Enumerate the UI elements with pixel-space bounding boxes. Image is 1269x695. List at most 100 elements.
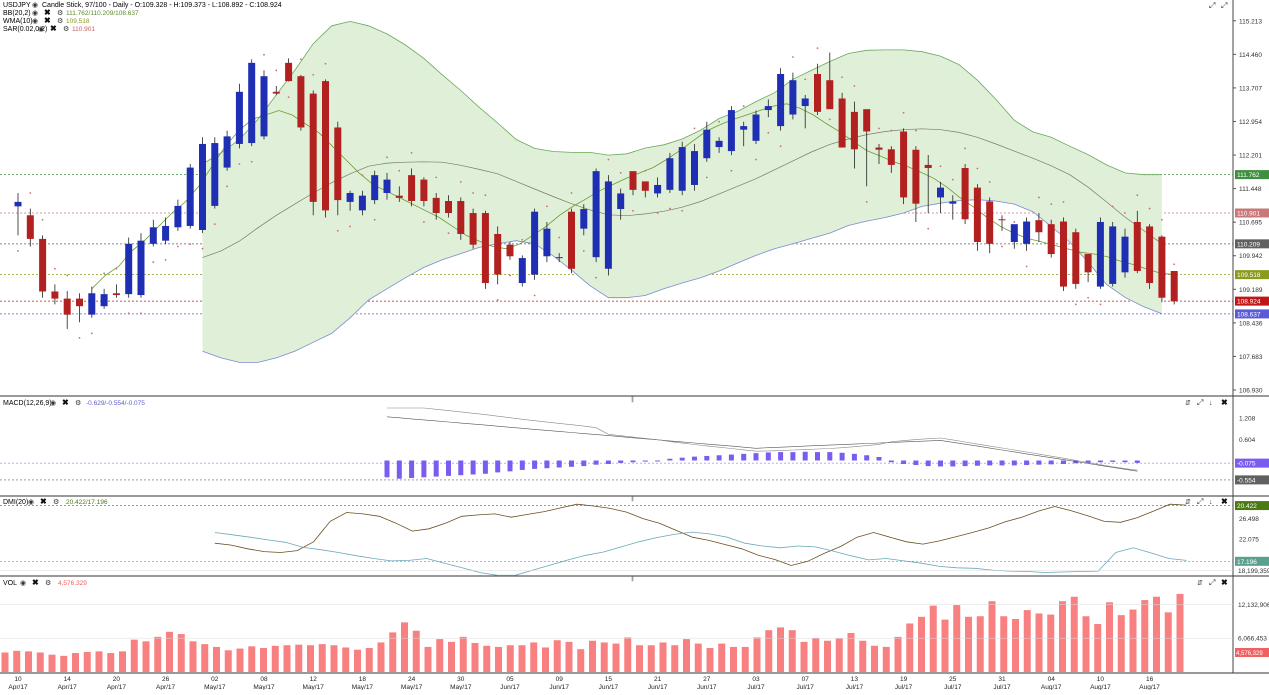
sar-dot — [423, 221, 425, 223]
move-icon[interactable]: ⇵ — [1197, 580, 1203, 587]
macd-hist-bar — [778, 452, 784, 461]
dmi-level-badge — [1235, 501, 1269, 511]
sar-dot — [398, 169, 401, 172]
volume-bar — [471, 643, 479, 672]
gear-icon[interactable]: ⚙ — [75, 399, 81, 407]
candle-body — [322, 81, 329, 211]
resize-handle-icon[interactable]: ∥ — [631, 495, 634, 502]
candle-body — [887, 149, 895, 165]
macd-hist-bar — [507, 460, 513, 472]
sar-dot — [644, 169, 647, 172]
eye-icon[interactable]: ◉ — [32, 2, 38, 9]
x-tick-label: 02 — [211, 676, 219, 683]
volume-bar — [765, 630, 773, 672]
x-tick-label: Jun/17 — [648, 684, 668, 690]
eye-icon[interactable]: ◉ — [32, 18, 38, 25]
candle-body — [961, 168, 969, 220]
volume-bar — [459, 636, 467, 672]
volume-bar — [436, 639, 444, 672]
maximize-icon[interactable]: ⤢ — [1220, 1, 1227, 10]
sar-dot — [152, 261, 155, 263]
expand-icon[interactable]: ⤢ — [1208, 578, 1215, 587]
expand-icon[interactable]: ⤢ — [1196, 497, 1203, 506]
vol-title[interactable]: VOL — [3, 580, 17, 587]
sar-dot — [1038, 196, 1040, 199]
sar-dot — [1025, 265, 1028, 268]
close-icon[interactable]: ✖ — [44, 8, 51, 17]
sar-dot — [1050, 203, 1053, 206]
move-icon[interactable]: ⇵ — [1185, 400, 1191, 407]
close-icon[interactable]: ✖ — [44, 16, 51, 25]
volume-bar — [788, 630, 796, 672]
move-icon[interactable]: ⇵ — [1185, 499, 1191, 506]
sar-dot — [792, 56, 794, 58]
macd-hist-bar — [827, 452, 833, 461]
candle-body — [125, 243, 133, 295]
x-tick-label: 18 — [359, 676, 367, 683]
eye-icon[interactable]: ◉ — [50, 400, 56, 407]
price-level-badge — [1235, 309, 1269, 319]
volume-bar — [1129, 609, 1137, 672]
gear-icon[interactable]: ⚙ — [53, 498, 59, 506]
close-pane-icon[interactable]: ✖ — [1221, 578, 1228, 587]
overlay-name[interactable]: BB(20,2) — [3, 10, 31, 17]
close-icon[interactable]: ✖ — [50, 24, 57, 33]
expand-icon[interactable]: ⤢ — [1196, 398, 1203, 407]
sar-dot — [300, 58, 302, 61]
x-tick-label: May/17 — [204, 684, 226, 690]
gear-icon[interactable]: ⚙ — [63, 25, 69, 33]
volume-bar — [1153, 596, 1160, 672]
candle-body — [395, 195, 403, 198]
candle-body — [469, 213, 477, 245]
gear-icon[interactable]: ⚙ — [57, 9, 63, 17]
volume-bar — [36, 652, 44, 672]
x-tick-label: 10 — [14, 676, 22, 683]
bollinger-lower-line — [202, 199, 1163, 363]
candle-body — [764, 106, 772, 111]
overlay-name[interactable]: SAR(0.02,0.2) — [3, 26, 47, 33]
expand-icon[interactable]: ⤢ — [1208, 1, 1215, 10]
candle-body — [826, 80, 834, 110]
sar-dot — [435, 176, 438, 179]
symbol-label[interactable]: USDJPY — [3, 2, 31, 9]
macd-level-label: -0.075 — [1237, 461, 1256, 468]
overlay-name[interactable]: WMA(10) — [3, 18, 33, 25]
price-level-badge — [1235, 170, 1269, 180]
dmi-title[interactable]: DMI(20) — [3, 499, 28, 506]
eye-icon[interactable]: ◉ — [32, 10, 38, 17]
macd-title[interactable]: MACD(12,26,9) — [3, 400, 52, 407]
sar-dot — [238, 163, 241, 165]
volume-bar — [412, 630, 420, 672]
close-pane-icon[interactable]: ✖ — [1221, 497, 1228, 506]
sar-dot — [915, 129, 917, 132]
macd-hist-bar — [519, 460, 525, 470]
macd-hist-bar — [864, 455, 870, 461]
sar-dot — [226, 185, 229, 188]
close-pane-icon[interactable]: ✖ — [1221, 398, 1228, 407]
gear-icon[interactable]: ⚙ — [45, 579, 51, 587]
vol-pane-controls: ⇵ ⤢ ✖ — [1197, 578, 1228, 587]
candle-body — [1072, 232, 1080, 284]
volume-bar — [389, 632, 397, 672]
volume-bar — [483, 645, 491, 672]
volume-bar — [753, 637, 761, 672]
close-icon[interactable]: ✖ — [40, 497, 47, 506]
macd-hist-bar — [655, 460, 661, 462]
move-down-icon[interactable]: ↓ — [1209, 400, 1213, 407]
volume-bar — [248, 646, 256, 672]
close-icon[interactable]: ✖ — [32, 578, 39, 587]
eye-icon[interactable]: ◉ — [28, 499, 34, 506]
volume-bar — [142, 641, 150, 672]
y-tick-label: 111.448 — [1239, 186, 1262, 193]
resize-handle-icon[interactable]: ∥ — [631, 575, 634, 582]
close-icon[interactable]: ✖ — [62, 398, 69, 407]
volume-bar — [1070, 596, 1078, 672]
eye-icon[interactable]: ◉ — [20, 580, 26, 587]
gear-icon[interactable]: ⚙ — [57, 17, 63, 25]
eye-icon[interactable]: ◉ — [38, 26, 44, 33]
move-down-icon[interactable]: ↓ — [1209, 499, 1213, 506]
macd-hist-bar — [1110, 460, 1116, 462]
volume-bar — [694, 643, 702, 672]
price-series — [14, 47, 1178, 339]
resize-handle-icon[interactable]: ∥ — [631, 396, 634, 403]
